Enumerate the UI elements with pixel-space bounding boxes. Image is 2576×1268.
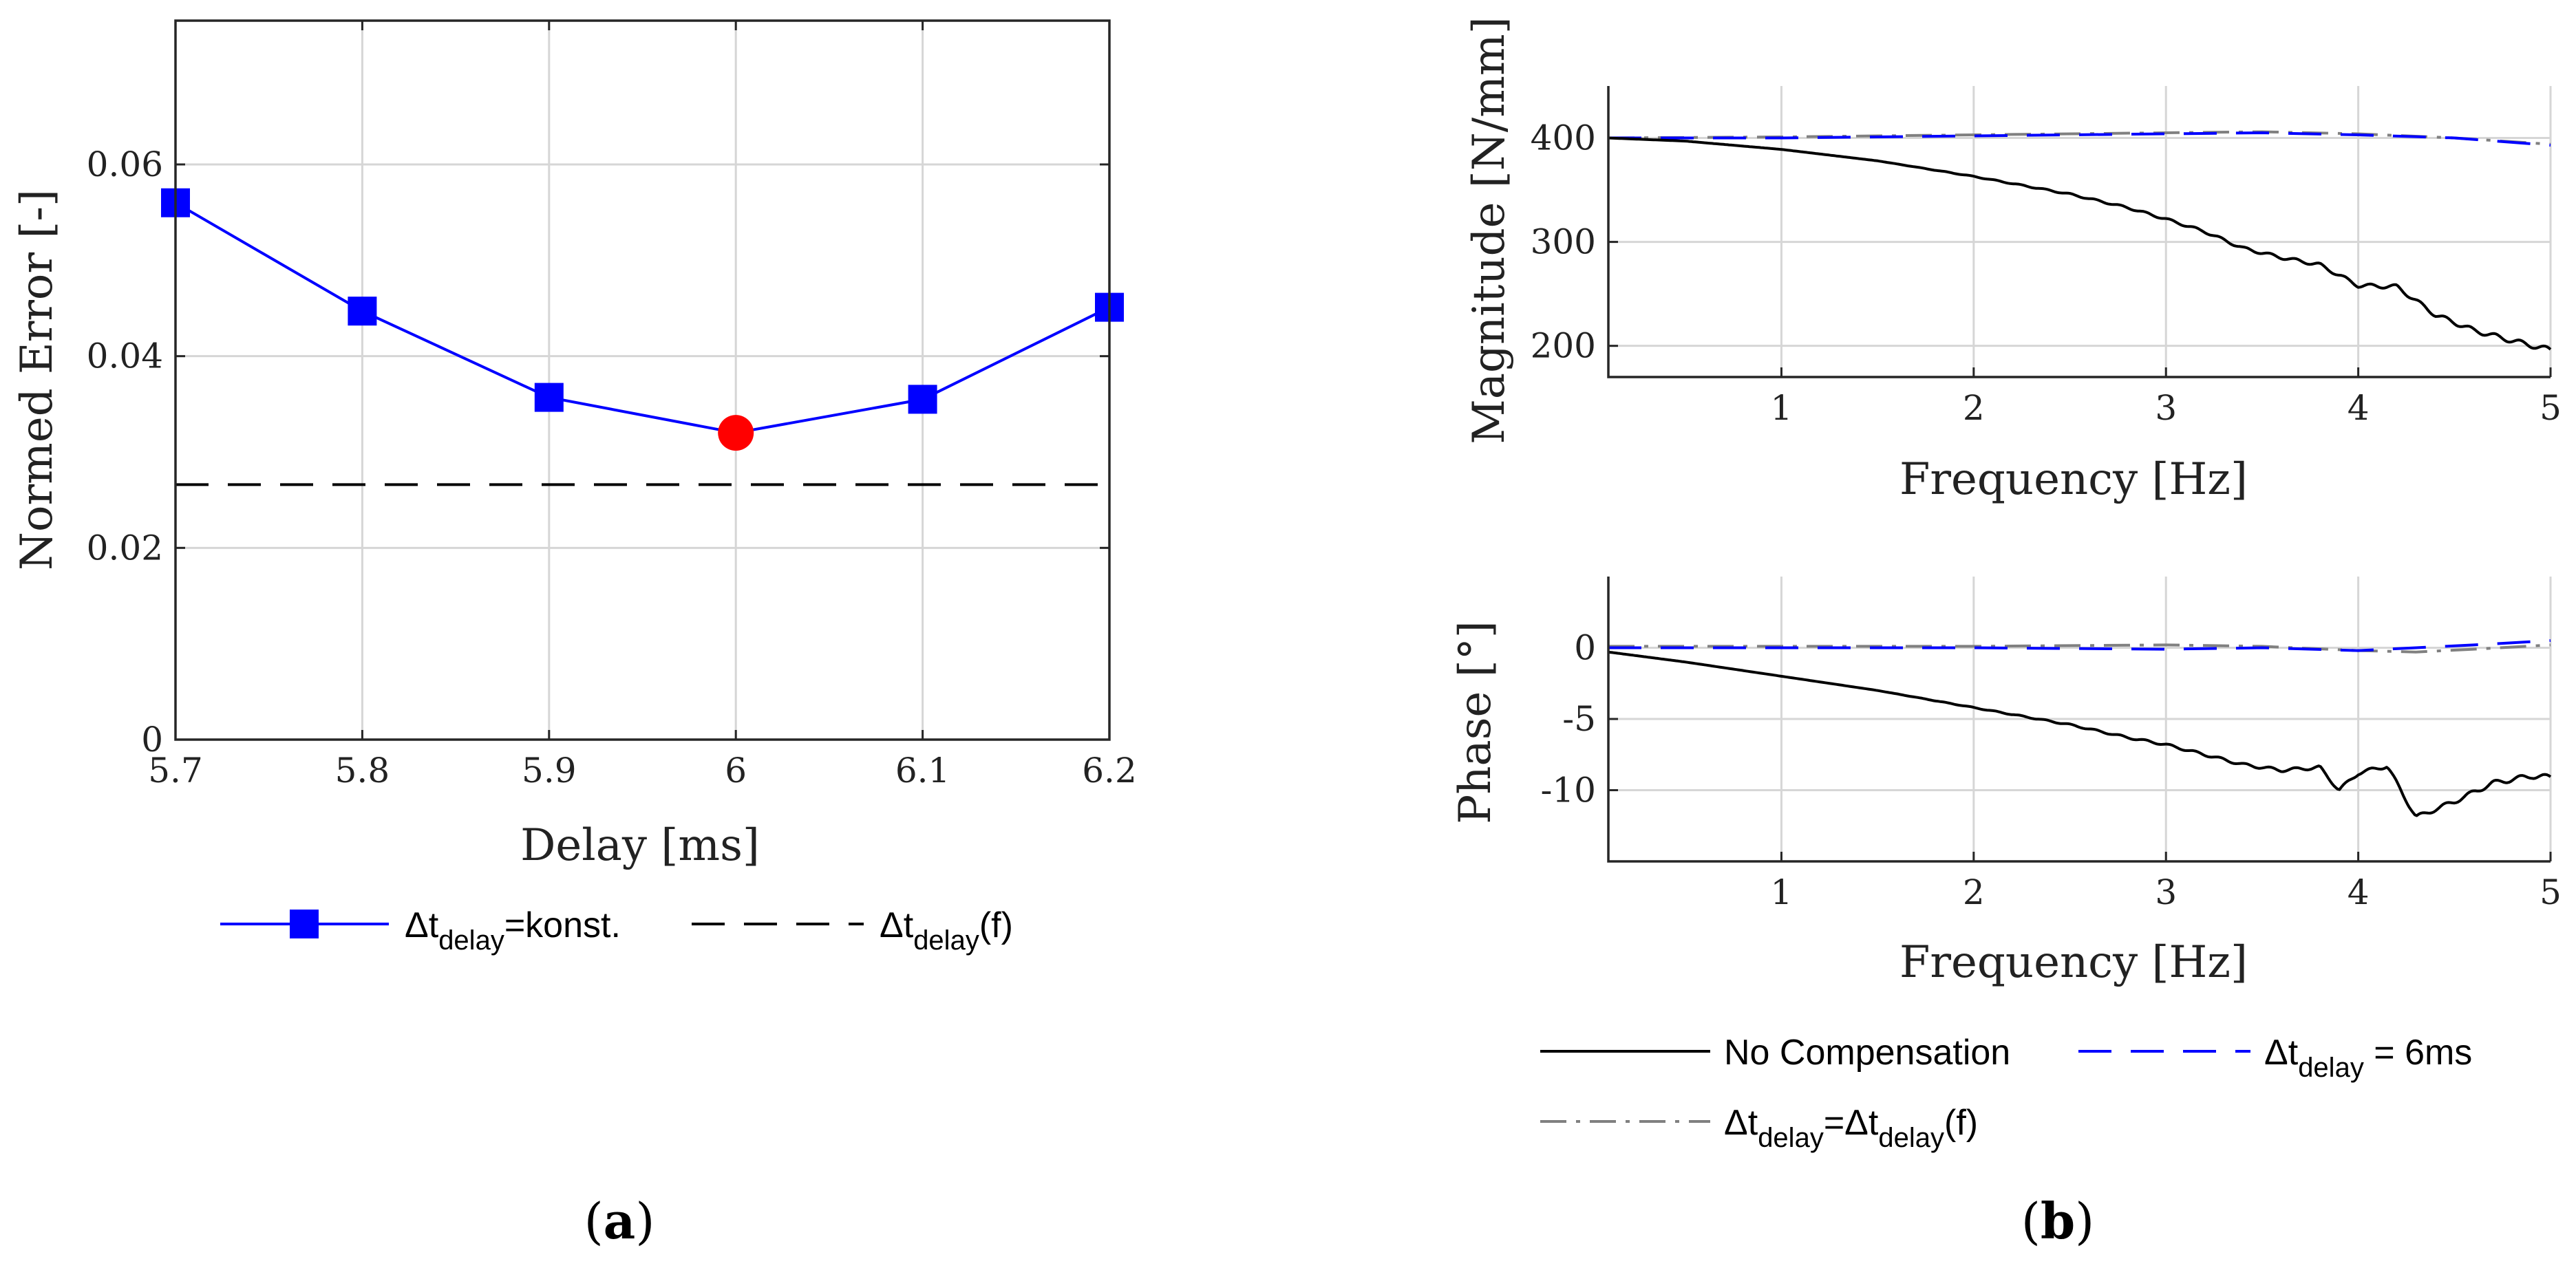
- chart-a-xtick-label: 5.8: [335, 751, 390, 791]
- panel-label-a: (a): [584, 1192, 655, 1250]
- chart-b-magnitude-tick-labels: 1 2 3 4 5 200 300 400: [1531, 118, 2562, 428]
- chart-a-legend: Δtdelay=konst. Δtdelay(f): [220, 905, 1013, 956]
- chart-b-phase-axes: [1607, 577, 2551, 863]
- chart-b-phase-xtick-label: 3: [2155, 872, 2177, 912]
- chart-a-frame: [174, 19, 1111, 741]
- chart-b-magnitude-ytick-label: 400: [1531, 118, 1596, 158]
- chart-b-phase-xtick-label: 1: [1771, 872, 1793, 912]
- legend-b-6ms-label: Δtdelay = 6ms: [2264, 1033, 2472, 1083]
- chart-b-phase-ylabel: Phase [°]: [1450, 621, 1501, 824]
- chart-b-phase-series: [1608, 639, 2552, 817]
- chart-b-magnitude-xtick-label: 2: [1963, 388, 1985, 428]
- chart-a-ytick-label: 0.02: [87, 528, 163, 568]
- chart-a-xtick-label: 6.1: [895, 751, 950, 791]
- chart-b-magnitude-axes: [1607, 86, 2551, 378]
- series-konst-line: [174, 201, 1110, 435]
- chart-b-magnitude: 1 2 3 4 5 200 300 400 Frequency [Hz] Magnitude …: [1464, 17, 2562, 505]
- legend-a-konst-label: Δtdelay=konst.: [405, 905, 621, 956]
- chart-b-magnitude-xtick-label: 4: [2348, 388, 2370, 428]
- chart-b-magnitude-ytick-label: 300: [1531, 222, 1596, 262]
- chart-a-ytick-label: 0.06: [87, 144, 163, 184]
- chart-b-magnitude-series-delay-6ms: [1608, 131, 2551, 147]
- chart-b-phase: 1 2 3 4 5 0 -5 -10 Frequency [Hz] Phase [°] No …: [1450, 577, 2562, 1153]
- chart-a-ytick-label: 0.04: [87, 336, 163, 376]
- konst-point-marker: [908, 385, 937, 414]
- chart-a-series: [161, 188, 1124, 486]
- chart-b-phase-series-delay-6ms: [1608, 639, 2551, 652]
- chart-a-ytick-label: 0: [141, 720, 163, 760]
- chart-b-phase-series-delay-f: [1608, 643, 2551, 654]
- chart-b-magnitude-xtick-label: 5: [2540, 388, 2562, 428]
- chart-a-xtick-label: 6: [725, 751, 747, 791]
- optimum-point-marker: [718, 415, 754, 451]
- panel-label-b: (b): [2021, 1192, 2095, 1250]
- chart-b-phase-ytick-label: -5: [1562, 699, 1596, 739]
- chart-b-phase-xtick-label: 2: [1963, 872, 1985, 912]
- legend-a-konst-marker: [290, 910, 319, 938]
- chart-b-phase-grid: [1608, 577, 2552, 861]
- legend-b-freq-label: Δtdelay=Δtdelay(f): [1724, 1103, 1978, 1153]
- chart-a-normed-error: 5.7 5.8 5.9 6 6.1 6.2 0 0.02 0.04 0.06 Delay [ms]…: [12, 19, 1137, 956]
- chart-b-magnitude-xlabel: Frequency [Hz]: [1899, 454, 2248, 505]
- chart-a-xtick-label: 5.7: [148, 751, 203, 791]
- legend-b-nocomp-label: No Compensation: [1724, 1033, 2010, 1073]
- chart-b-magnitude-xtick-label: 1: [1771, 388, 1793, 428]
- chart-b-phase-xtick-label: 4: [2348, 872, 2370, 912]
- chart-b-phase-ytick-label: 0: [1574, 628, 1596, 668]
- chart-b-phase-xtick-label: 5: [2540, 872, 2562, 912]
- chart-b-legend: No Compensation Δtdelay = 6ms Δtdelay=Δt…: [1540, 1033, 2472, 1153]
- chart-b-magnitude-series-no-compensation: [1608, 136, 2552, 351]
- konst-point-marker: [348, 297, 377, 326]
- chart-a-tick-labels: 5.7 5.8 5.9 6 6.1 6.2 0 0.02 0.04 0.06: [87, 144, 1137, 791]
- chart-a-xtick-label: 5.9: [522, 751, 577, 791]
- chart-b-magnitude-grid: [1608, 86, 2552, 377]
- chart-b-phase-tick-labels: 1 2 3 4 5 0 -5 -10: [1540, 628, 2561, 913]
- chart-b-phase-xlabel: Frequency [Hz]: [1899, 937, 2248, 988]
- chart-b-magnitude-xtick-label: 3: [2155, 388, 2177, 428]
- chart-b-magnitude-series: [1608, 130, 2552, 351]
- chart-a-ylabel: Normed Error [-]: [12, 189, 63, 570]
- legend-a-freq-label: Δtdelay(f): [880, 905, 1013, 956]
- chart-b-magnitude-ylabel: Magnitude [N/mm]: [1464, 17, 1515, 444]
- chart-b-phase-ytick-label: -10: [1540, 771, 1596, 810]
- chart-a-xlabel: Delay [ms]: [520, 820, 760, 871]
- chart-a-grid: [174, 21, 1111, 741]
- chart-a-xtick-label: 6.2: [1082, 751, 1137, 791]
- chart-b-phase-series-no-compensation: [1608, 650, 2552, 817]
- konst-point-marker: [534, 383, 564, 412]
- chart-b-magnitude-ytick-label: 200: [1531, 326, 1596, 366]
